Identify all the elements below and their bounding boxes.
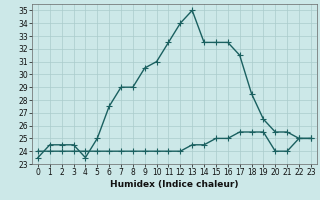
X-axis label: Humidex (Indice chaleur): Humidex (Indice chaleur) — [110, 180, 239, 189]
